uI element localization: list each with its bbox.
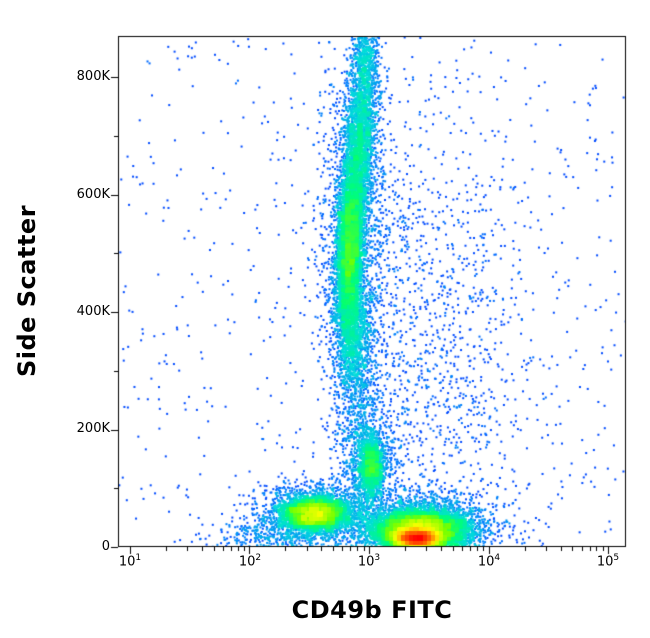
x-axis-title: CD49b FITC <box>291 596 453 624</box>
x-tick-label-10e4: 104 <box>477 553 501 570</box>
y-tick-label-800k: 800K <box>76 69 110 84</box>
x-tick-label-10e3: 103 <box>357 553 381 570</box>
y-axis-title: Side Scatter <box>13 204 41 378</box>
x-tick-label-10e5: 105 <box>596 553 620 570</box>
y-tick-label-0: 0 <box>101 539 110 554</box>
x-tick-label-10e1: 101 <box>118 553 142 570</box>
y-tick-label-600k: 600K <box>76 187 110 202</box>
y-tick-label-400k: 400K <box>76 304 110 319</box>
x-tick-label-10e2: 102 <box>238 553 262 570</box>
y-tick-label-200k: 200K <box>76 421 110 436</box>
